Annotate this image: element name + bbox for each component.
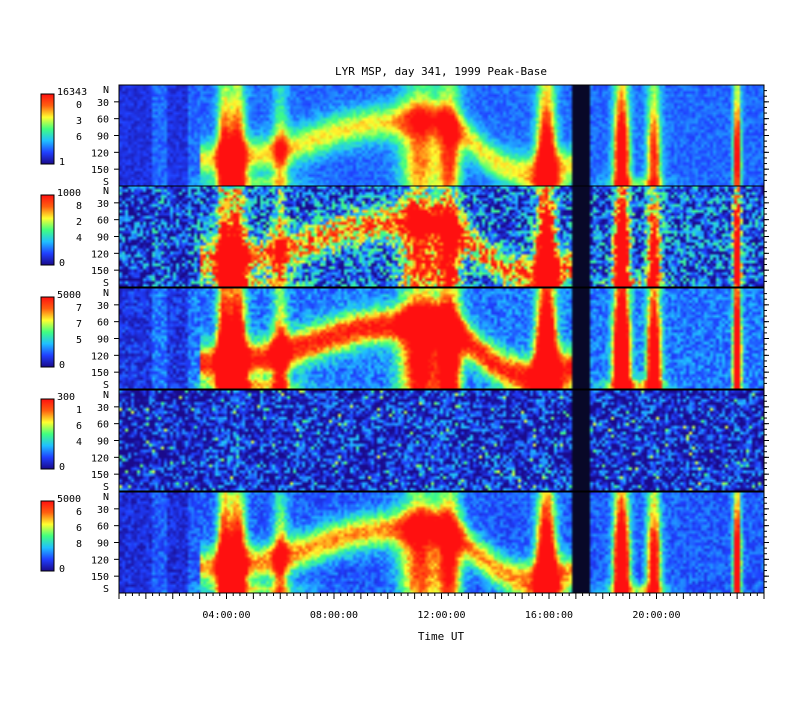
- y-tick-label: 150: [91, 165, 109, 176]
- y-top-label: N: [103, 85, 109, 96]
- y-tick-label: 90: [97, 132, 109, 143]
- x-tick-label: 08:00:00: [310, 610, 358, 621]
- scale-min-label: 1: [59, 157, 65, 168]
- y-bottom-label: S: [103, 482, 109, 493]
- panel-heatmap: [119, 186, 764, 287]
- panel-heatmap: [119, 492, 764, 593]
- color-scale-bar: [40, 500, 55, 572]
- scale-min-label: 0: [59, 258, 65, 269]
- x-tick-label: 12:00:00: [417, 610, 465, 621]
- y-tick-label: 120: [91, 351, 109, 362]
- y-tick-label: 60: [97, 216, 109, 227]
- scale-max-label: 5000: [57, 290, 81, 301]
- y-tick-label: 150: [91, 266, 109, 277]
- color-scale-bar: [40, 93, 55, 165]
- y-tick-label: 30: [97, 403, 109, 414]
- y-top-label: N: [103, 288, 109, 299]
- panel-heatmap: [119, 390, 764, 491]
- y-bottom-label: S: [103, 177, 109, 188]
- scale-tick-label: 7: [76, 319, 82, 330]
- scale-max-label: 300: [57, 392, 75, 403]
- y-tick-label: 60: [97, 115, 109, 126]
- scale-tick-label: 6: [76, 523, 82, 534]
- y-tick-label: 150: [91, 572, 109, 583]
- scale-min-label: 0: [59, 360, 65, 371]
- y-tick-label: 150: [91, 470, 109, 481]
- color-scale-bar: [40, 194, 55, 266]
- scale-tick-label: 0: [76, 100, 82, 111]
- y-tick-label: 90: [97, 539, 109, 550]
- y-bottom-label: S: [103, 278, 109, 289]
- scale-max-label: 5000: [57, 494, 81, 505]
- scale-min-label: 0: [59, 564, 65, 575]
- scale-tick-label: 5: [76, 335, 82, 346]
- scale-tick-label: 6: [76, 507, 82, 518]
- y-tick-label: 120: [91, 453, 109, 464]
- y-bottom-label: S: [103, 584, 109, 595]
- y-top-label: N: [103, 390, 109, 401]
- x-tick-label: 16:00:00: [525, 610, 573, 621]
- y-tick-label: 30: [97, 505, 109, 516]
- scale-tick-label: 4: [76, 437, 82, 448]
- scale-min-label: 0: [59, 462, 65, 473]
- scale-tick-label: 4: [76, 233, 82, 244]
- y-tick-label: 90: [97, 335, 109, 346]
- y-top-label: N: [103, 492, 109, 503]
- x-axis: 04:00:00 08:00:00 12:00:00 16:00:00 20:00:00: [118, 593, 765, 621]
- y-tick-label: 90: [97, 437, 109, 448]
- scale-tick-label: 6: [76, 421, 82, 432]
- scale-tick-label: 6: [76, 132, 82, 143]
- x-axis-label: Time UT: [418, 630, 465, 643]
- panel-heatmap: [119, 85, 764, 186]
- panel-heatmap: [119, 288, 764, 389]
- y-tick-label: 90: [97, 233, 109, 244]
- panels-layer: N306090120150S163430361N306090120150S100…: [40, 84, 769, 595]
- chart-title: LYR MSP, day 341, 1999 Peak-Base: [335, 65, 547, 78]
- scale-max-label: 1000: [57, 188, 81, 199]
- scale-tick-label: 8: [76, 201, 82, 212]
- color-scale-bar: [40, 398, 55, 470]
- x-tick-label: 20:00:00: [632, 610, 680, 621]
- scale-tick-label: 1: [76, 405, 82, 416]
- y-tick-label: 120: [91, 555, 109, 566]
- y-tick-label: 150: [91, 368, 109, 379]
- y-tick-label: 30: [97, 98, 109, 109]
- y-tick-label: 30: [97, 199, 109, 210]
- y-tick-label: 60: [97, 318, 109, 329]
- scale-tick-label: 8: [76, 539, 82, 550]
- scale-tick-label: 2: [76, 217, 82, 228]
- scale-tick-label: 7: [76, 303, 82, 314]
- color-scale-bar: [40, 296, 55, 368]
- y-tick-label: 30: [97, 301, 109, 312]
- y-tick-label: 120: [91, 249, 109, 260]
- scale-max-label: 16343: [57, 87, 87, 98]
- y-tick-label: 120: [91, 148, 109, 159]
- y-top-label: N: [103, 186, 109, 197]
- scale-tick-label: 3: [76, 116, 82, 127]
- y-bottom-label: S: [103, 380, 109, 391]
- x-tick-label: 04:00:00: [202, 610, 250, 621]
- y-tick-label: 60: [97, 522, 109, 533]
- y-tick-label: 60: [97, 420, 109, 431]
